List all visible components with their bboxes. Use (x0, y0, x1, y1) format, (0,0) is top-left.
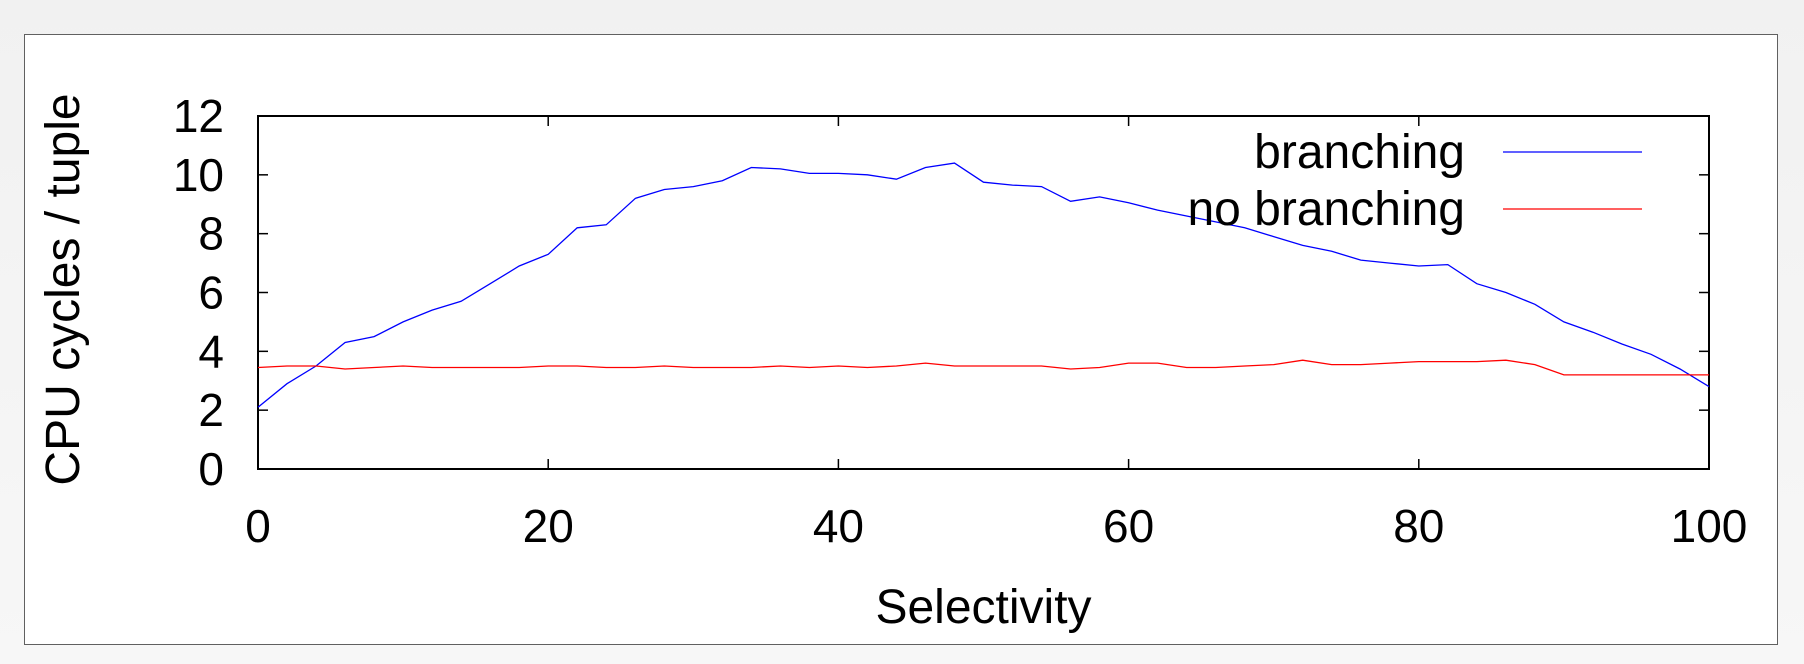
y-tick-label: 10 (173, 149, 224, 201)
x-tick-label: 0 (245, 500, 271, 552)
y-tick-label: 8 (198, 208, 224, 260)
y-axis-label: CPU cycles / tuple (37, 93, 90, 485)
y-tick-label: 0 (198, 443, 224, 495)
y-tick-label: 2 (198, 384, 224, 436)
y-tick-label: 12 (173, 90, 224, 142)
x-tick-label: 60 (1103, 500, 1154, 552)
x-tick-label: 100 (1671, 500, 1748, 552)
x-tick-label: 80 (1393, 500, 1444, 552)
y-axis-ticks: 0 2 4 6 8 10 12 (173, 90, 1709, 495)
legend-label: no branching (1187, 183, 1465, 236)
x-tick-label: 20 (523, 500, 574, 552)
legend-label: branching (1254, 126, 1465, 179)
x-tick-label: 40 (813, 500, 864, 552)
x-axis-label: Selectivity (875, 581, 1091, 634)
series-line-no-branching (257, 359, 1709, 376)
y-tick-label: 4 (198, 325, 224, 377)
chart-frame (24, 34, 1778, 645)
series-layer (257, 162, 1710, 408)
series-line-branching (257, 162, 1710, 408)
x-axis-ticks: 0 20 40 60 80 100 (245, 116, 1747, 552)
y-tick-label: 6 (198, 267, 224, 319)
